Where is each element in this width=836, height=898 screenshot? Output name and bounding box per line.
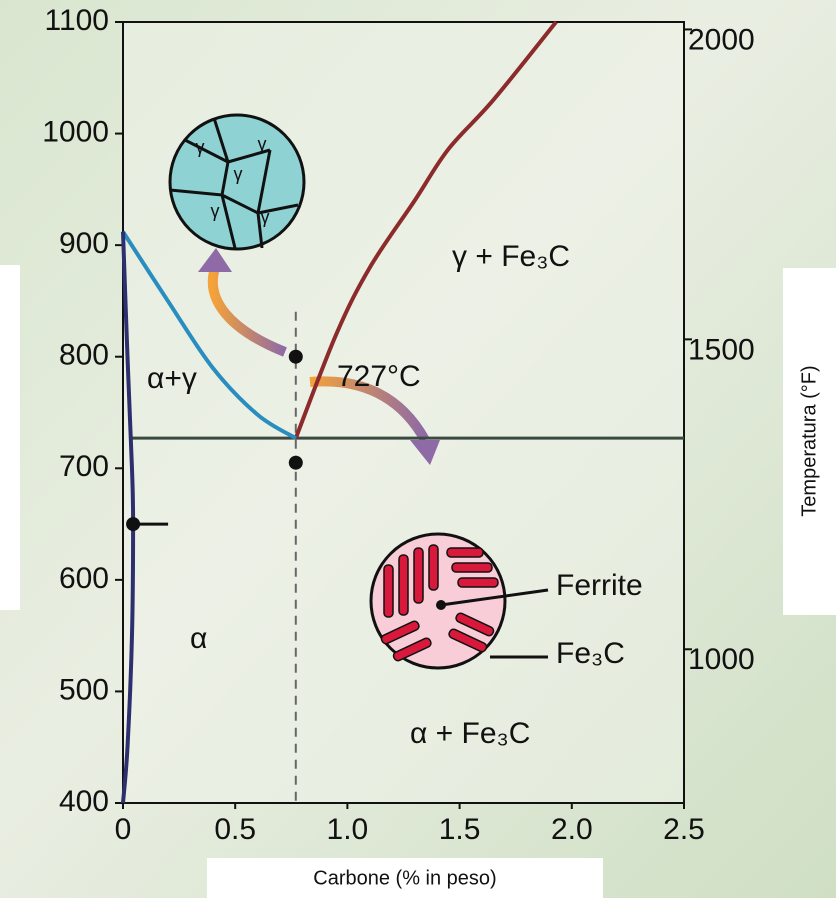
y-tick-label: 900 xyxy=(59,227,109,260)
grain-label: γ xyxy=(234,164,243,184)
annotation: α+γ xyxy=(147,362,197,395)
y-tick-label: 700 xyxy=(59,450,109,483)
x-axis-title: Carbone (% in peso) xyxy=(313,867,496,889)
annotation: Fe₃C xyxy=(556,637,625,670)
y-tick-label: 800 xyxy=(59,339,109,372)
x-tick-label: 0.5 xyxy=(214,813,256,846)
point xyxy=(289,350,303,364)
chart: Carbone (% in peso) Temperatura (°F) 400… xyxy=(0,0,836,898)
y2-tick-label: 2000 xyxy=(688,23,755,56)
y2-tick-label: 1000 xyxy=(688,643,755,676)
grain-label: γ xyxy=(211,201,220,221)
y-tick-label: 600 xyxy=(59,562,109,595)
annotation: α + Fe₃C xyxy=(410,717,530,750)
x-tick-label: 2.5 xyxy=(663,813,705,846)
annotation: 727°C xyxy=(337,360,421,393)
point xyxy=(289,456,303,470)
annotation: Ferrite xyxy=(556,569,643,602)
y2-axis-title: Temperatura (°F) xyxy=(798,365,820,516)
annotation: α xyxy=(190,622,207,655)
x-tick-label: 1.5 xyxy=(439,813,481,846)
y-tick-label: 1100 xyxy=(44,4,109,37)
y-tick-label: 500 xyxy=(59,673,109,706)
x-tick-label: 1.0 xyxy=(327,813,369,846)
annotation: γ + Fe₃C xyxy=(452,240,570,273)
y-tick-label: 1000 xyxy=(42,115,109,148)
y-tick-label: 400 xyxy=(59,785,109,818)
x-tick-label: 0 xyxy=(115,813,132,846)
y2-tick-label: 1500 xyxy=(688,333,755,366)
grain-label: γ xyxy=(258,134,267,154)
label-box-left xyxy=(0,265,20,610)
grain-label: γ xyxy=(196,137,205,157)
grain-label: γ xyxy=(261,207,270,227)
x-tick-label: 2.0 xyxy=(551,813,593,846)
page: {"chart_data": { "type": "phase-diagram"… xyxy=(0,0,836,898)
